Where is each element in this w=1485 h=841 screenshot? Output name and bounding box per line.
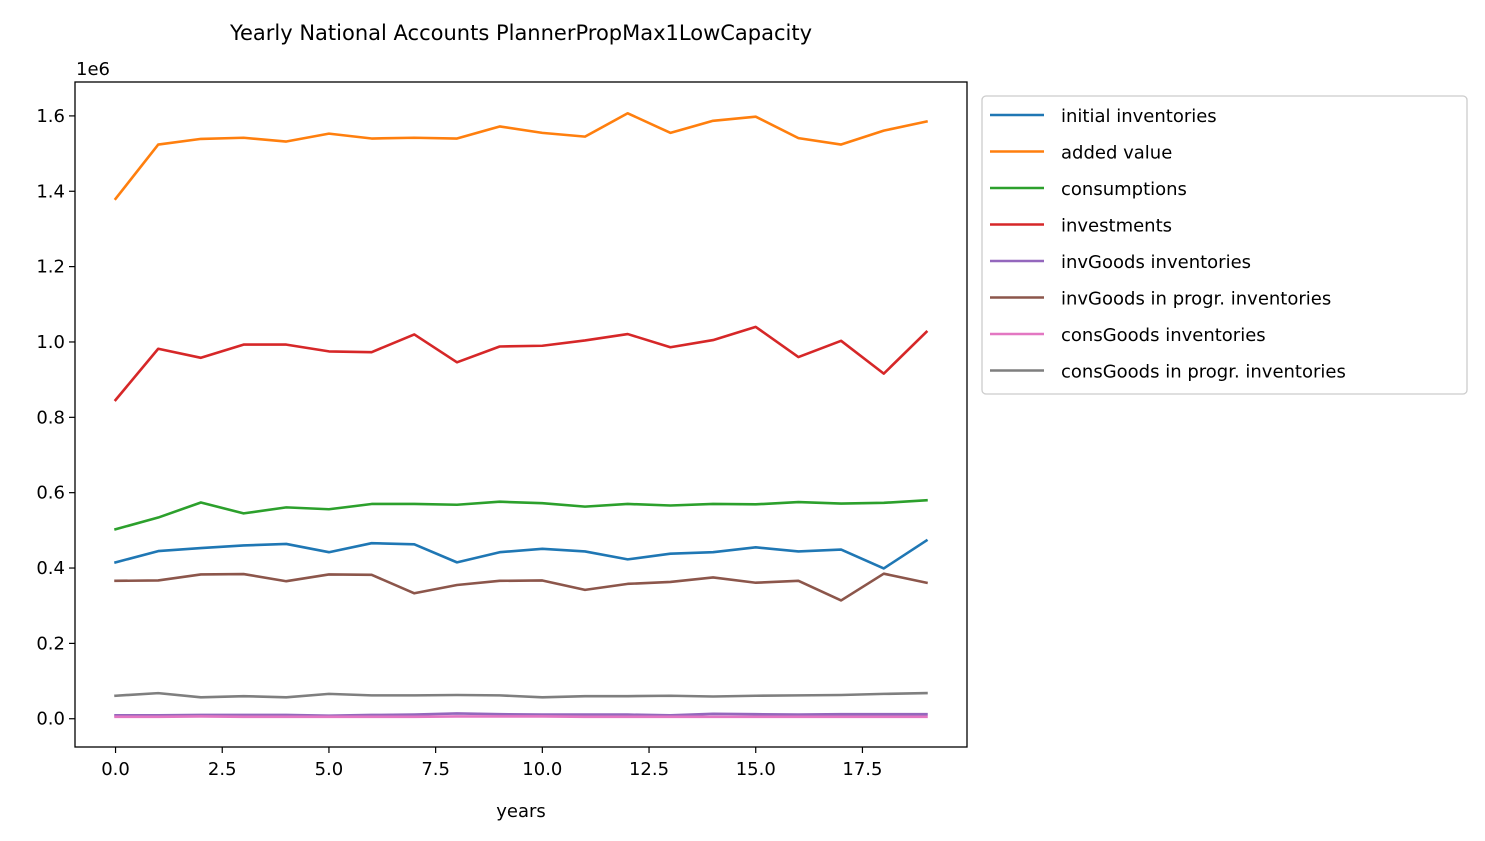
legend-label: consGoods inventories xyxy=(1061,325,1266,346)
legend: initial inventories added value consumptio… xyxy=(981,95,1468,395)
legend-label: consumptions xyxy=(1061,179,1187,200)
plot-frame xyxy=(74,81,968,748)
x-tick-label: 10.0 xyxy=(522,759,562,780)
x-tick-label: 0.0 xyxy=(101,759,130,780)
y-tick-label: 1.4 xyxy=(36,181,65,202)
legend-label: added value xyxy=(1061,143,1172,164)
y-tick-label: 0.2 xyxy=(36,633,65,654)
series-line-2 xyxy=(113,111,928,201)
legend-label: invGoods in progr. inventories xyxy=(1061,289,1331,310)
x-tick-label: 17.5 xyxy=(842,759,882,780)
series-line-1 xyxy=(113,538,929,570)
y-axis-offset-label: 1e6 xyxy=(76,59,110,80)
x-axis-label: years xyxy=(496,801,546,822)
series-line-5 xyxy=(114,712,928,718)
legend-label: investments xyxy=(1061,216,1172,237)
x-tick-label: 5.0 xyxy=(315,759,344,780)
series-line-6 xyxy=(114,572,928,602)
series-line-4 xyxy=(113,325,929,402)
y-tick-label: 1.0 xyxy=(36,332,65,353)
x-tick-label: 15.0 xyxy=(736,759,776,780)
series-line-8 xyxy=(114,691,928,699)
legend-frame xyxy=(981,95,1468,395)
y-tick-label: 0.0 xyxy=(36,709,65,730)
x-tick-label: 2.5 xyxy=(208,759,237,780)
x-tick-label: 12.5 xyxy=(629,759,669,780)
series-line-3 xyxy=(113,498,928,531)
y-tick-label: 1.6 xyxy=(36,106,65,127)
y-tick-label: 0.6 xyxy=(36,483,65,504)
y-tick-label: 0.8 xyxy=(36,407,65,428)
y-tick-label: 0.4 xyxy=(36,558,65,579)
legend-label: invGoods inventories xyxy=(1061,252,1251,273)
legend-label: consGoods in progr. inventories xyxy=(1061,362,1346,383)
chart-title: Yearly National Accounts PlannerPropMax1… xyxy=(229,21,812,45)
plot-lines xyxy=(113,111,929,719)
y-axis: 0.0 0.2 0.4 0.6 0.8 1.0 1.2 1.4 1.6 xyxy=(36,106,75,730)
y-tick-label: 1.2 xyxy=(36,257,65,278)
x-tick-label: 7.5 xyxy=(421,759,450,780)
x-axis: 0.0 2.5 5.0 7.5 10.0 12.5 15.0 17.5 xyxy=(101,747,882,780)
legend-label: initial inventories xyxy=(1061,106,1217,127)
